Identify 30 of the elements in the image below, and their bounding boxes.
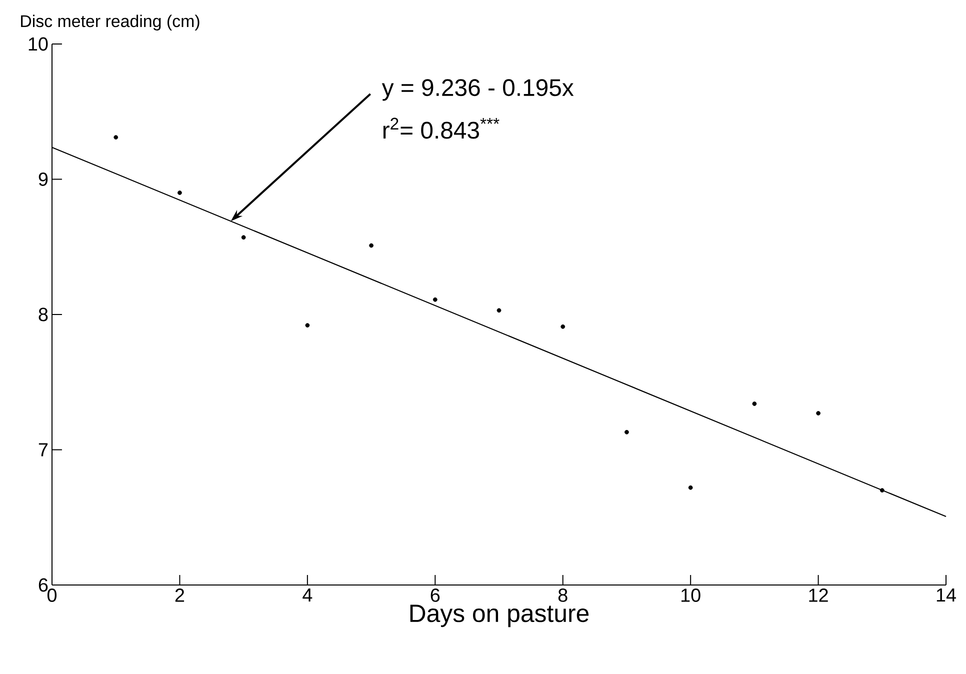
point	[880, 488, 884, 493]
point	[241, 235, 246, 240]
y-tick-label: 6	[38, 578, 48, 592]
x-tick-label: 6	[430, 588, 440, 602]
point	[816, 411, 820, 416]
y-axis-title: Disc meter reading (cm)	[21, 14, 200, 31]
point	[496, 308, 502, 313]
point	[432, 297, 438, 302]
x-tick-label: 8	[558, 588, 568, 602]
point	[560, 324, 566, 329]
y-tick-label: 8	[38, 308, 48, 322]
y-tick-label: 7	[38, 443, 48, 456]
point	[178, 190, 182, 195]
y-tick-label: 9	[38, 172, 48, 186]
point	[369, 243, 374, 248]
x-tick-label: 14	[936, 588, 956, 602]
x-tick-label: 4	[302, 588, 312, 602]
point	[688, 485, 693, 490]
x-tick-label: 0	[47, 588, 57, 602]
x-tick-label: 12	[809, 588, 828, 602]
x-axis-title: Days on pasture	[410, 604, 589, 628]
y-tick-label: 10	[28, 37, 48, 51]
x-tick-label: 2	[175, 588, 184, 602]
annotation: y = 9.236 - 0.195x	[382, 79, 574, 101]
x-tick-label: 10	[681, 588, 700, 602]
point	[624, 430, 629, 434]
point	[305, 323, 310, 328]
point	[752, 402, 757, 406]
annotation: r$^{2}$= 0.843$^{***}$	[383, 118, 500, 139]
point	[114, 135, 118, 140]
